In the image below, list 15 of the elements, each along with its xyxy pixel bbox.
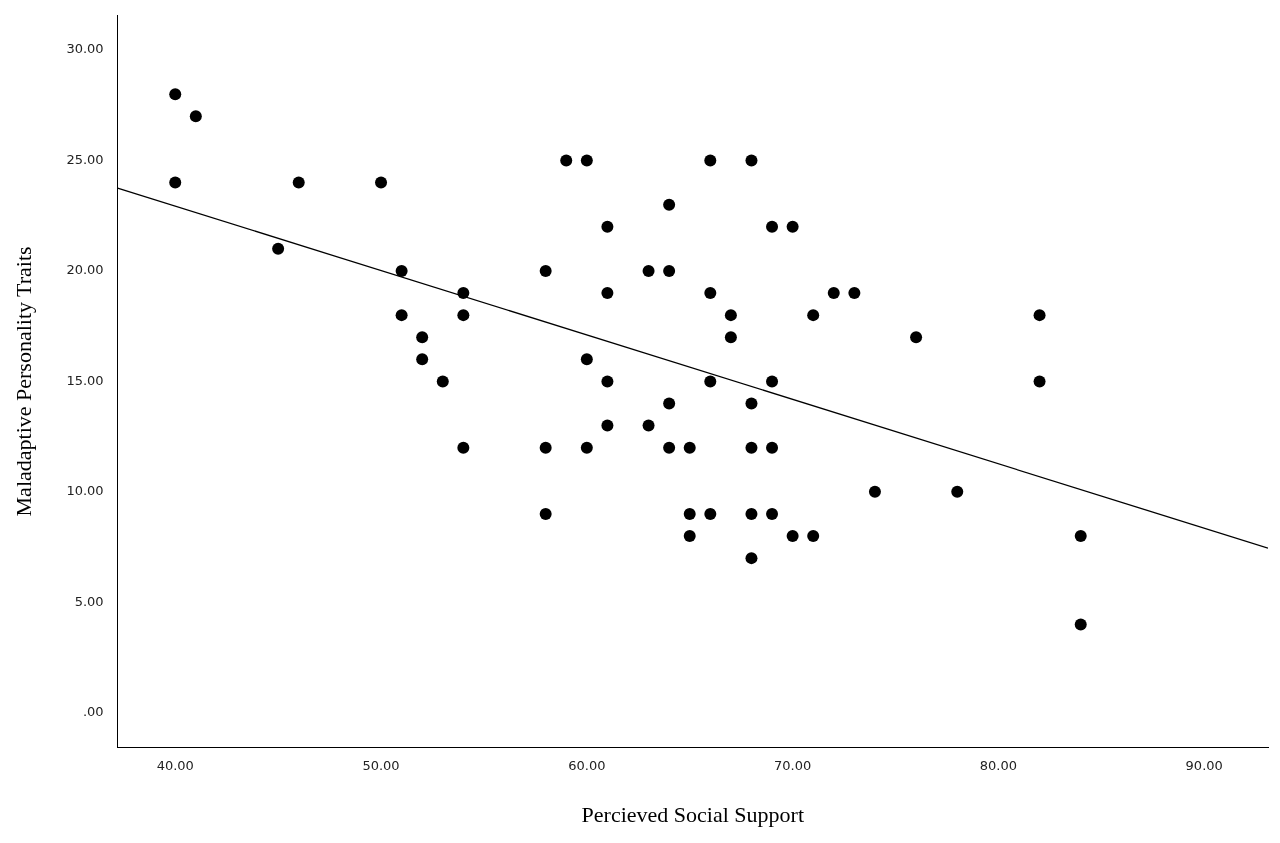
x-tick-label: 70.00 xyxy=(774,758,812,774)
y-tick-label: 15.00 xyxy=(66,372,104,388)
y-tick-label: 10.00 xyxy=(66,483,104,499)
y-tick-label: 5.00 xyxy=(74,593,104,609)
x-tick-label: 90.00 xyxy=(1185,758,1223,774)
x-tick-label: 80.00 xyxy=(979,758,1018,774)
x-tick-label: 60.00 xyxy=(568,758,606,774)
y-tick-label: 25.00 xyxy=(66,151,104,167)
x-axis-title: Percieved Social Support xyxy=(581,801,805,827)
x-tick-label: 40.00 xyxy=(156,758,194,774)
y-tick-label: 20.00 xyxy=(66,262,104,278)
y-tick-label: .00 xyxy=(82,704,104,720)
y-axis-title: Maladaptive Personality Traits xyxy=(10,246,36,517)
y-tick-label: 30.00 xyxy=(66,41,104,57)
x-tick-label: 50.00 xyxy=(362,758,400,774)
